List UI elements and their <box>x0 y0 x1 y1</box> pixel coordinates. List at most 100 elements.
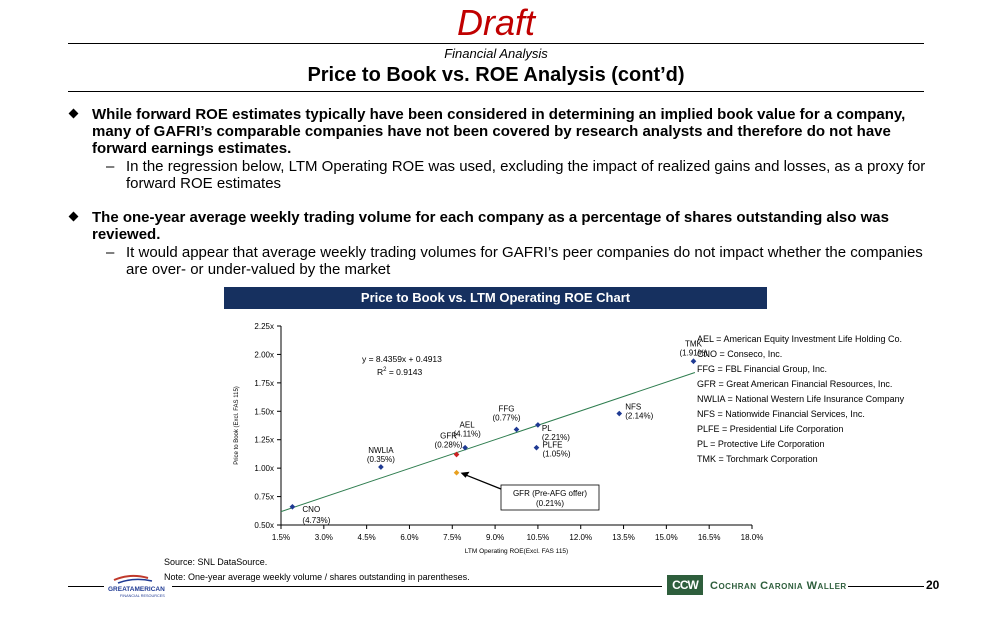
scatter-chart: 0.50x 0.75x 1.00x 1.25x 1.50x 1.75x 2.00x 2.25x… <box>234 322 764 555</box>
legend-item-nfs: NFS = Nationwide Financial Services, Inc… <box>697 409 865 419</box>
title-rule <box>68 91 924 92</box>
callout-arrowhead-icon <box>460 471 470 478</box>
bullet-2-text: The one-year average weekly trading volu… <box>92 209 889 243</box>
great-american-logo: GREATAMERICAN FINANCIAL RESOURCES <box>108 574 165 598</box>
point-nwlia <box>378 464 384 470</box>
header-rule <box>68 43 924 44</box>
r-squared-value: = 0.9143 <box>386 367 422 377</box>
x-tick-label: 12.0% <box>569 533 592 542</box>
point-volume-label: (0.77%) <box>492 413 520 422</box>
logo-line-1: GREATAMERICAN <box>108 586 165 593</box>
ccw-logo-mark: CCW <box>667 575 703 595</box>
callout-box <box>500 484 600 511</box>
x-tick-label: 6.0% <box>400 533 418 542</box>
y-tick-label: 2.00x <box>254 350 274 359</box>
legend-item-tmk: TMK = Torchmark Corporation <box>697 454 818 464</box>
footer-rule-middle <box>172 586 662 587</box>
x-axis-label: LTM Operating ROE(Excl. FAS 115) <box>465 548 568 555</box>
point-volume-label: (4.73%) <box>302 516 330 525</box>
x-tick-label: 3.0% <box>315 533 333 542</box>
point-plfe <box>533 444 540 451</box>
legend-item-ffg: FFG = FBL Financial Group, Inc. <box>697 364 827 374</box>
x-tick-label: 15.0% <box>655 533 678 542</box>
company-legend: AEL = American Equity Investment Life Ho… <box>697 332 904 467</box>
x-tick-label: 18.0% <box>741 533 764 542</box>
point-volume-label: (1.91%) <box>679 348 707 357</box>
chart-header: Price to Book vs. LTM Operating ROE Char… <box>224 287 767 309</box>
y-axis-label: Price to Book (Excl. FAS 115) <box>234 386 240 465</box>
logo-line-2: FINANCIAL RESOURCES <box>120 594 165 598</box>
point-gfr-pre-afg <box>453 469 460 476</box>
point-pl <box>535 422 541 428</box>
legend-item-gfr: GFR = Great American Financial Resources… <box>697 379 893 389</box>
dash-marker: – <box>106 244 115 261</box>
trendline <box>280 372 696 513</box>
x-tick-label: 13.5% <box>612 533 635 542</box>
point-ael <box>462 444 468 451</box>
bullet-1-subtext: In the regression below, LTM Operating R… <box>126 158 926 192</box>
bullet-2: The one-year average weekly trading volu… <box>68 209 940 281</box>
dash-marker: – <box>106 158 115 175</box>
r-squared: R2 = 0.9143 <box>377 367 422 377</box>
point-volume-label: (0.28%) <box>435 440 463 449</box>
point-gfr <box>453 451 460 458</box>
footer-rule-left <box>68 586 104 587</box>
point-label: NFS <box>625 403 641 412</box>
point-tmk <box>690 358 697 365</box>
point-label: CNO <box>302 505 320 514</box>
bullet-2-subtext: It would appear that average weekly trad… <box>126 244 923 278</box>
point-label: PLFE <box>542 441 562 450</box>
callout-label: GFR (Pre-AFG offer) <box>513 489 587 498</box>
point-label: TMK <box>685 339 703 348</box>
point-volume-label: (2.21%) <box>542 433 570 442</box>
y-tick-label: 0.50x <box>254 521 274 530</box>
ccw-logo-text: Cochran Caronia Waller <box>710 580 847 592</box>
diamond-bullet-icon <box>68 211 79 222</box>
legend-item-cno: CNO = Conseco, Inc. <box>697 349 783 359</box>
y-tick-label: 1.25x <box>254 436 274 445</box>
callout-arrow <box>462 473 502 490</box>
x-tick-label: 9.0% <box>486 533 504 542</box>
callout-volume: (0.21%) <box>536 499 564 508</box>
page-title: Price to Book vs. ROE Analysis (cont’d) <box>307 64 685 86</box>
legend-item-plfe: PLFE = Presidential Life Corporation <box>697 424 844 434</box>
point-volume-label: (1.05%) <box>542 450 570 459</box>
point-ffg <box>513 426 520 433</box>
y-tick-label: 1.50x <box>254 407 274 416</box>
source-note: Source: SNL DataSource. <box>164 557 268 567</box>
point-volume-label: (0.35%) <box>367 455 395 464</box>
x-tick-label: 1.5% <box>272 533 290 542</box>
logo-swoosh-icon <box>117 578 153 584</box>
point-label: AEL <box>460 421 476 430</box>
y-tick-label: 1.75x <box>254 379 274 388</box>
r-squared-exponent: 2 <box>383 367 387 373</box>
diamond-bullet-icon <box>68 108 79 119</box>
legend-item-nwlia: NWLIA = National Western Life Insurance … <box>697 394 905 404</box>
section-subtitle: Financial Analysis <box>444 46 548 61</box>
r-squared-r: R <box>377 367 383 377</box>
y-tick-label: 2.25x <box>254 322 274 331</box>
point-volume-label: (2.14%) <box>625 412 653 421</box>
x-tick-label: 16.5% <box>698 533 721 542</box>
y-tick-label: 0.75x <box>254 493 274 502</box>
y-tick-label: 1.00x <box>254 464 274 473</box>
point-label: FFG <box>499 404 515 413</box>
point-volume-label: (4.11%) <box>453 430 481 439</box>
logo-swoosh-icon <box>113 574 149 581</box>
draft-watermark: Draft <box>456 2 535 43</box>
point-cno <box>289 503 296 510</box>
x-tick-label: 7.5% <box>443 533 461 542</box>
bullet-1: While forward ROE estimates typically ha… <box>68 106 940 196</box>
point-label: PL <box>542 424 552 433</box>
regression-equation: y = 8.4359x + 0.4913 <box>362 354 442 364</box>
point-label: GFR <box>440 431 457 440</box>
footer-rule-right <box>848 586 924 587</box>
page-number: 20 <box>926 578 940 592</box>
footnote: Note: One-year average weekly volume / s… <box>164 572 470 582</box>
point-label: NWLIA <box>368 446 394 455</box>
point-nfs <box>616 410 623 417</box>
legend-item-ael: AEL = American Equity Investment Life Ho… <box>697 334 903 344</box>
legend-item-pl: PL = Protective Life Corporation <box>697 439 825 449</box>
x-tick-label: 10.5% <box>527 533 550 542</box>
bullet-1-text: While forward ROE estimates typically ha… <box>92 106 906 157</box>
